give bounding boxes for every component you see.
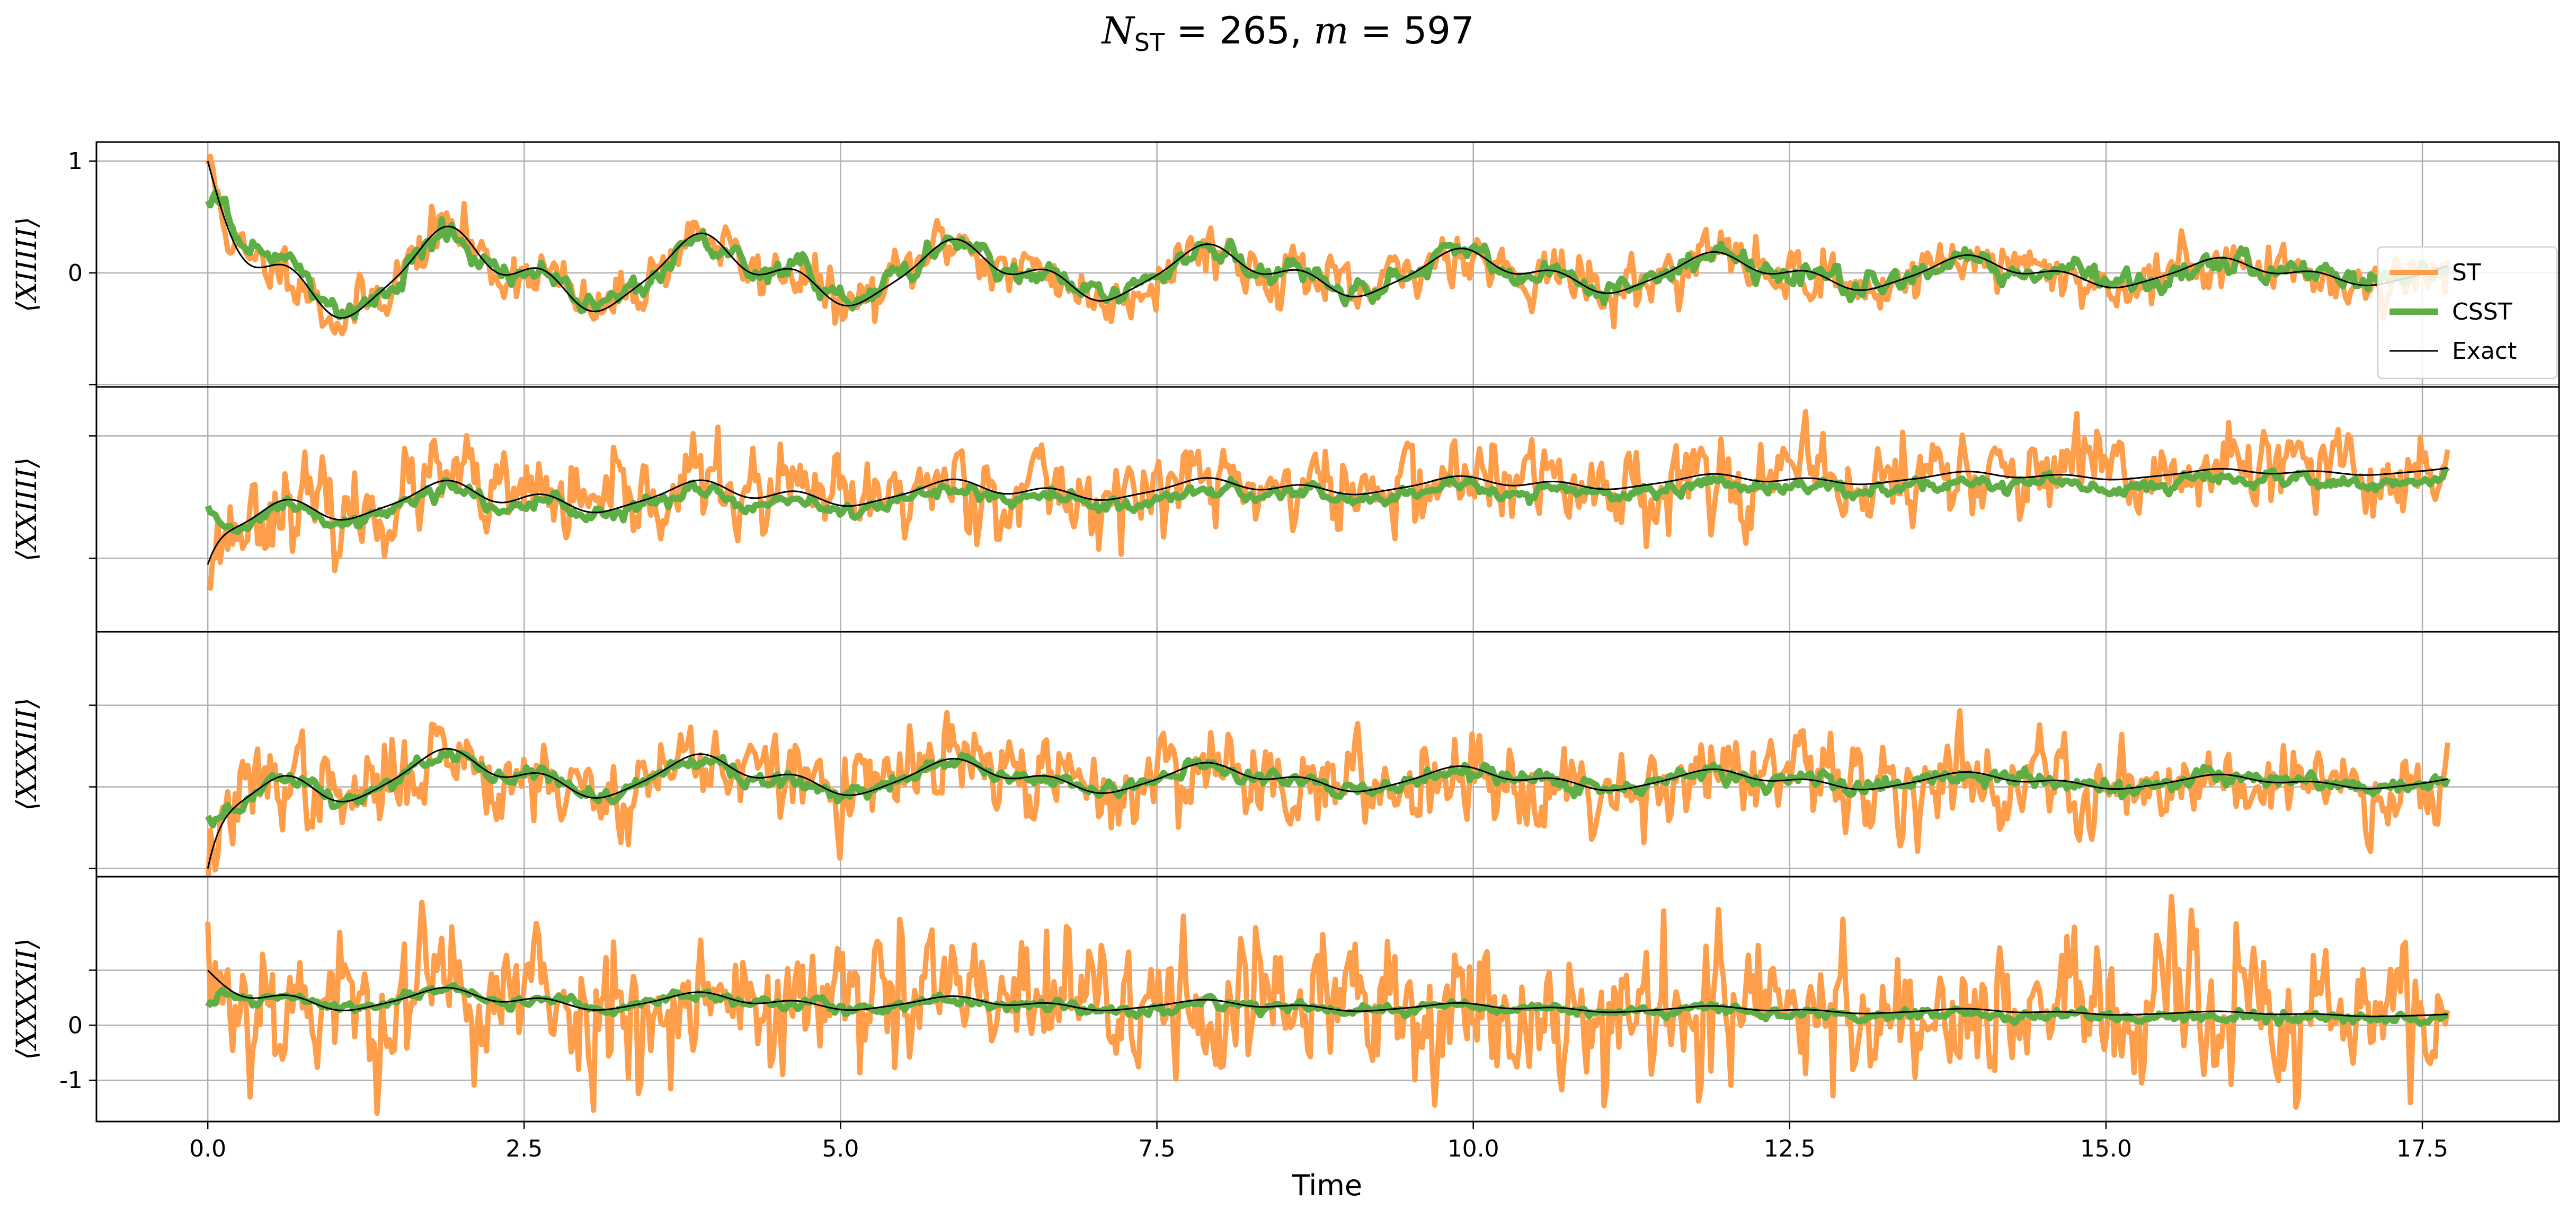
x-tick-label: 10.0 [1447, 1135, 1499, 1162]
panel-XXXIII: ⟨XXXIII⟩ [11, 631, 2560, 878]
title-n-subscript: ST [1134, 28, 1165, 57]
y-tick-label: 0 [68, 1012, 83, 1039]
x-tick-label: 7.5 [1139, 1135, 1176, 1162]
series-st-line [205, 153, 2450, 337]
series-st-line [206, 708, 2450, 877]
x-tick-label: 0.0 [189, 1135, 226, 1162]
panel-XIIIII: 1 0 ⟨XIIIII⟩ [11, 141, 2560, 388]
title-m-symbol: m [1313, 9, 1348, 52]
title-n-symbol: N [1101, 9, 1136, 52]
x-tick-label: 5.0 [822, 1135, 859, 1162]
series-exact-line [207, 748, 2448, 869]
legend-box [2377, 246, 2558, 379]
y-tick-label: -1 [59, 1067, 83, 1094]
legend-label: CSST [2452, 298, 2512, 325]
panel-XXIIII: ⟨XXIIII⟩ [11, 386, 2560, 633]
series-csst-line [205, 747, 2451, 829]
series-csst-line [205, 982, 2449, 1027]
y-axis-label: ⟨XXXXII⟩ [11, 938, 43, 1060]
x-tick-label: 15.0 [2080, 1135, 2132, 1162]
panel-frame [95, 876, 2560, 1123]
y-axis-label: ⟨XXIIII⟩ [11, 457, 43, 562]
y-tick-label: 0 [68, 260, 83, 287]
y-axis-label: ⟨XXXIII⟩ [11, 698, 43, 810]
series-csst-line [205, 466, 2450, 535]
x-tick-label: 2.5 [505, 1135, 543, 1162]
x-axis-label: Time [1292, 1169, 1362, 1202]
series-exact-line [207, 161, 2448, 319]
series-exact-line [207, 467, 2448, 565]
legend-label: Exact [2452, 338, 2517, 365]
series-st-line [205, 894, 2450, 1116]
series-exact-line [207, 969, 2448, 1018]
legend-label: ST [2452, 259, 2481, 286]
x-tick-label: 12.5 [1764, 1135, 1816, 1162]
panels-group: 1 0 ⟨XIIIII⟩ ⟨XXIIII⟩ ⟨XXXIII⟩ 0 -1 ⟨XXXXII⟩ [11, 141, 2560, 1123]
legend: ST CSST Exact [2377, 246, 2558, 379]
y-axis-label: ⟨XIIIII⟩ [11, 217, 43, 312]
panel-frame [95, 386, 2560, 633]
y-tick-label: 1 [68, 148, 83, 175]
series-st-line [206, 409, 2450, 591]
x-axis-ticks: 0.0 2.5 5.0 7.5 10.0 12.5 15.0 17.5 [189, 1122, 2448, 1162]
x-tick-label: 17.5 [2396, 1135, 2448, 1162]
title-n-value: = 265, [1165, 9, 1313, 52]
title-m-value: = 597 [1349, 9, 1474, 52]
panel-XXXXII: 0 -1 ⟨XXXXII⟩ [11, 876, 2560, 1123]
chart-title: NST = 265, m = 597 [1101, 9, 1474, 57]
